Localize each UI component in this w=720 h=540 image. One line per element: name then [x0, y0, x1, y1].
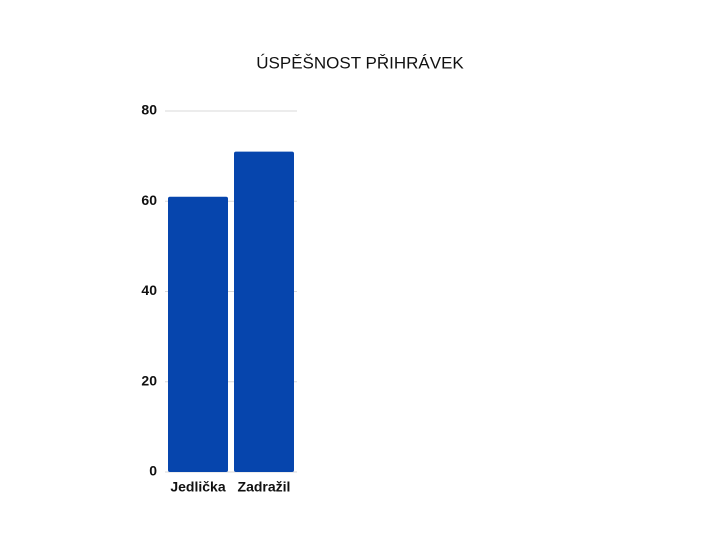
y-tick-label: 40 — [141, 282, 157, 298]
x-tick-label: Jedlička — [170, 479, 225, 495]
y-tick-label: 60 — [141, 192, 157, 208]
bar — [234, 151, 294, 473]
y-tick-label: 80 — [141, 102, 157, 118]
x-tick-label: Zadražil — [238, 479, 291, 495]
bar — [168, 196, 228, 473]
chart-title: ÚSPĚŠNOST PŘIHRÁVEK — [256, 53, 464, 72]
y-tick-label: 20 — [141, 372, 157, 388]
y-tick-label: 0 — [149, 463, 157, 479]
